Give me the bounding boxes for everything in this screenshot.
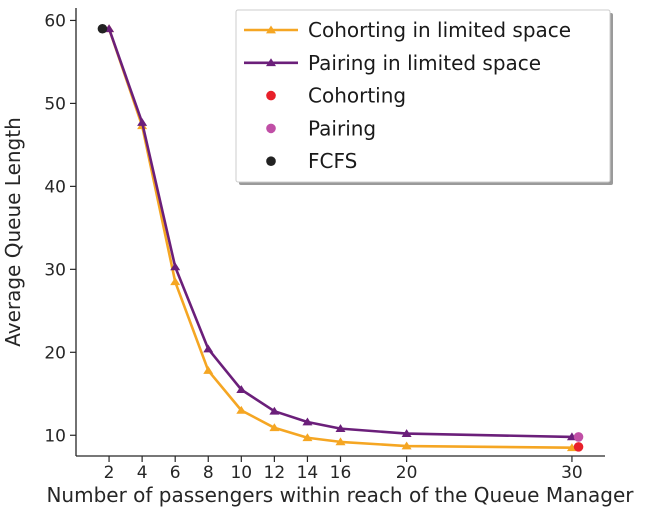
cohorting-in-limited-space-point [335,437,346,446]
y-tick-label: 60 [44,11,66,31]
x-tick-label: 6 [170,463,181,483]
legend-cohorting-marker [266,90,276,101]
x-tick-label: 4 [137,463,148,483]
pairing-in-limited-space-point [302,417,313,426]
y-tick-label: 10 [44,426,66,446]
x-tick-label: 10 [230,463,252,483]
cohorting-in-limited-space-point [236,405,247,414]
legend-fcfs-marker [266,156,276,166]
pairing-in-limited-space-point [170,262,181,271]
pairing-in-limited-space-line [107,28,572,439]
cohorting-in-limited-space-point [203,366,214,374]
series-layer [97,23,584,452]
pairing-in-limited-space-point [137,117,148,126]
x-tick-label: 14 [297,463,319,483]
legend: Cohorting in limited space Pairing in lim… [235,9,613,185]
x-tick-label: 30 [561,463,583,483]
cohorting-in-limited-space-line [107,28,572,450]
y-ticks: 10 20 30 40 50 60 [44,11,76,446]
x-tick-label: 8 [203,463,214,483]
legend-fcfs-label: FCFS [308,149,357,173]
legend-pairing-in-limited-space-label: Pairing in limited space [308,51,541,75]
legend-pairing-in-limited-space-marker [266,58,276,67]
legend-pairing-label: Pairing [308,116,376,140]
pairing-in-limited-space-point [401,429,412,437]
x-tick-label: 12 [264,463,286,483]
y-tick-label: 50 [44,94,66,114]
x-tick-label: 20 [396,463,418,483]
legend-cohorting-in-limited-space-label: Cohorting in limited space [308,18,571,42]
y-tick-label: 40 [44,177,66,197]
pairing-point [573,432,584,442]
x-ticks: 2 4 6 8 10 12 14 16 20 30 [104,456,583,483]
y-axis-label: Average Queue Length [1,117,25,347]
pairing-in-limited-space-point [269,406,280,415]
cohorting-in-limited-space-point [401,441,412,450]
cohorting-in-limited-space-point [302,433,313,442]
pairing-in-limited-space-point [203,344,214,353]
pairing-in-limited-space-point [335,424,346,432]
cohorting-in-limited-space-point [269,423,280,432]
fcfs-point [97,23,108,34]
x-tick-label: 2 [104,463,115,483]
cohorting-point [573,442,584,452]
legend-pairing-marker [266,123,276,134]
cohorting-in-limited-space-point [170,277,181,286]
legend-cohorting-in-limited-space-marker [266,25,276,34]
x-tick-label: 16 [330,463,352,483]
pairing-in-limited-space-point [236,385,247,394]
x-axis-label: Number of passengers within reach of the… [46,483,634,507]
legend-cohorting-label: Cohorting [308,84,406,108]
legend-box [235,9,611,183]
y-tick-label: 20 [44,343,66,363]
y-tick-label: 30 [44,260,66,280]
